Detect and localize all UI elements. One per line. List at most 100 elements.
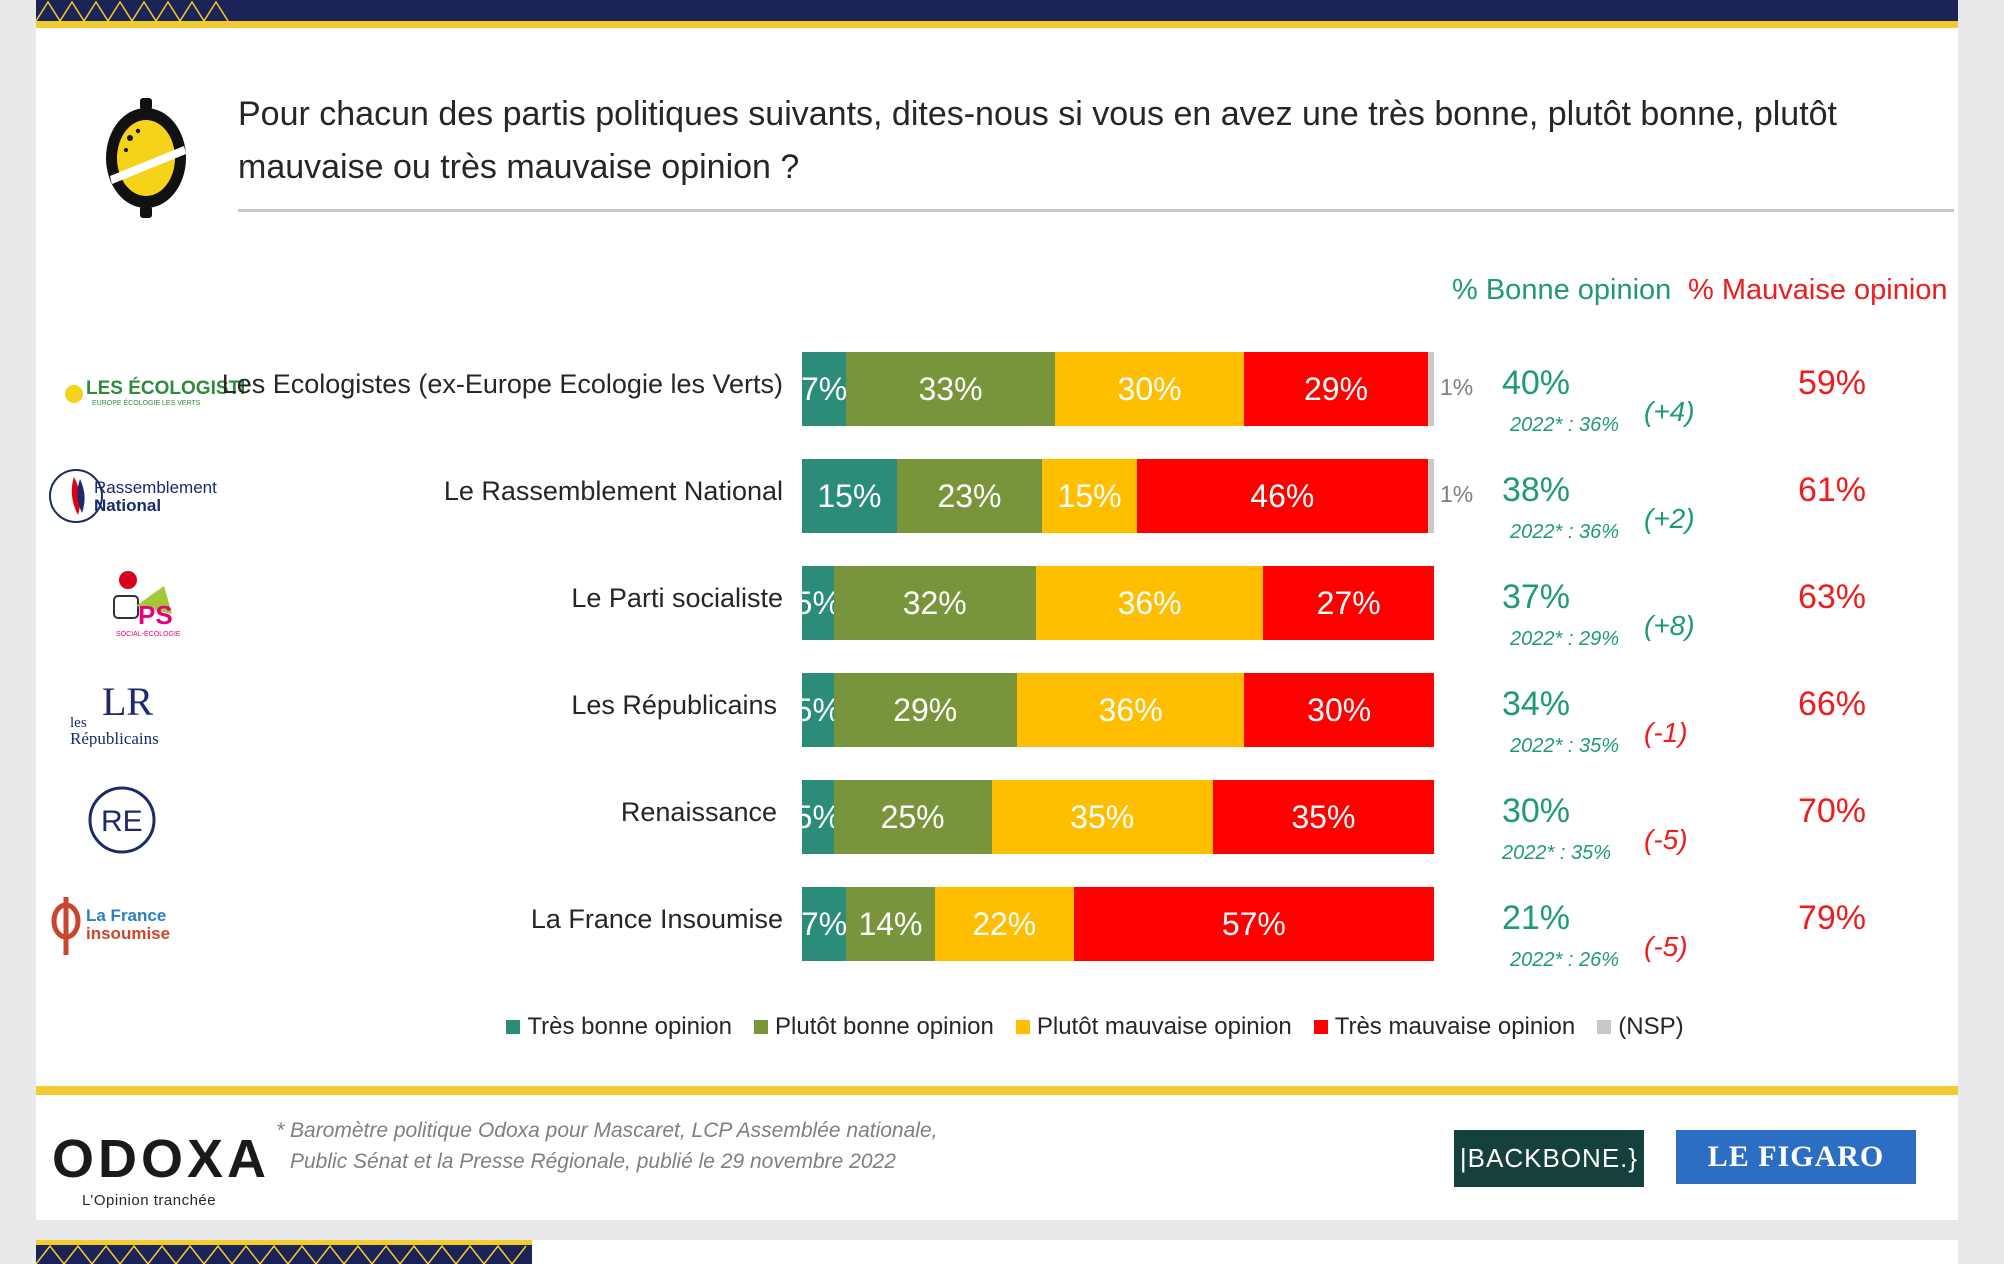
bar-segment: 33% <box>846 352 1055 426</box>
stacked-bar: 7% 33% 30% 29% <box>801 352 1434 426</box>
data-label: 14% <box>858 905 923 942</box>
title-divider <box>238 209 1954 212</box>
change-value: (+2) <box>1644 503 1695 534</box>
good-opinion-value: 30% <box>1501 792 1571 830</box>
ps-logo-text: PS <box>138 600 173 630</box>
bar-segment: 27% <box>1263 566 1434 640</box>
good-opinion-value: 21% <box>1501 899 1571 937</box>
data-label: 30% <box>1307 691 1372 728</box>
bar-segment: 35% <box>991 780 1213 854</box>
legend-swatch <box>1597 1020 1612 1034</box>
lr-logo-line2: Républicains <box>70 729 159 747</box>
party-row: PS SOCIAL-ÉCOLOGIE Le Parti socialiste 5… <box>36 566 1958 650</box>
party-row: La France insoumise La France Insoumise … <box>36 887 1958 971</box>
bad-opinion-value: 59% <box>1797 364 1867 402</box>
pattern-decoration <box>36 0 229 21</box>
reference-2022: 2022* : 36% <box>1510 414 1619 436</box>
data-label: 30% <box>1117 370 1182 407</box>
stacked-bar: 15% 23% 15% 46% <box>802 459 1434 533</box>
data-label: 29% <box>1303 370 1369 407</box>
party-row: RE Renaissance 5% 25% 35% 35% 30% 2022* : 3… <box>36 780 1958 864</box>
bar-segment: 30% <box>1244 673 1434 747</box>
good-opinion-header: % Bonne opinion <box>1452 274 1672 306</box>
odoxa-tagline: L’Opinion tranchée <box>82 1192 217 1209</box>
footer-divider <box>36 1086 1958 1095</box>
legend-label: (NSP) <box>1618 1013 1684 1040</box>
pattern-decoration <box>36 1244 527 1264</box>
bottom-yellow-line <box>36 1240 532 1245</box>
data-label: 7% <box>801 370 848 407</box>
bar-segment: 5% <box>795 673 841 747</box>
data-label: 29% <box>893 691 958 728</box>
good-opinion-value: 40% <box>1501 364 1571 402</box>
bar-segment: 36% <box>1016 673 1245 747</box>
nsp-label: 1% <box>1440 374 1474 400</box>
rn-logo-line1: Rassemblement <box>94 478 217 497</box>
legend-item: Plutôt mauvaise opinion <box>1015 1013 1292 1041</box>
source-note: * Baromètre politique Odoxa pour Mascare… <box>276 1115 1036 1177</box>
reference-2022: 2022* : 36% <box>1510 521 1619 543</box>
ecologistes-logo: LES ÉCOLOGISTES EUROPE ÉCOLOGIE LES VERT… <box>65 377 244 407</box>
good-opinion-value: 37% <box>1501 578 1571 616</box>
odoxa-logo: ODOXA L’Opinion tranchée <box>52 1128 282 1209</box>
stacked-bar: 5% 32% 36% 27% <box>795 566 1434 640</box>
lr-logo-line1: les <box>70 715 87 731</box>
top-yellow-line <box>36 21 1958 28</box>
data-label: 15% <box>817 477 882 514</box>
data-label: 5% <box>794 584 841 621</box>
bad-opinion-value: 66% <box>1797 685 1867 723</box>
stacked-bar: 7% 14% 22% 57% <box>801 887 1434 961</box>
bad-opinion-value: 70% <box>1797 792 1867 830</box>
bar-segment: 30% <box>1054 352 1245 426</box>
reference-2022: 2022* : 29% <box>1510 628 1619 650</box>
data-label: 23% <box>937 477 1002 514</box>
good-opinion-value: 34% <box>1501 685 1571 723</box>
bottom-band <box>36 1240 1958 1264</box>
data-label: 25% <box>880 798 945 835</box>
re-logo-mark: RE <box>101 805 143 838</box>
legend-swatch <box>754 1020 768 1034</box>
bar-segment: 7% <box>801 887 847 961</box>
backbone-logo: |BACKBONE.} <box>1454 1130 1644 1187</box>
party-name: Les Ecologistes (ex-Europe Ecologie les … <box>221 369 783 399</box>
reference-2022: 2022* : 26% <box>1510 949 1619 971</box>
change-value: (-5) <box>1644 824 1688 855</box>
data-label: 36% <box>1098 691 1163 728</box>
rassemblement-national-logo: Rassemblement National <box>49 469 217 523</box>
bar-segment: 46% <box>1136 459 1428 533</box>
legend-swatch <box>506 1020 521 1034</box>
ecologistes-logo-text: LES ÉCOLOGISTES <box>86 377 244 399</box>
change-value: (+8) <box>1644 610 1695 641</box>
ecologistes-logo-sub: EUROPE ÉCOLOGIE LES VERTS <box>92 398 201 407</box>
slide: Pour chacun des partis politiques suivan… <box>36 28 1958 1220</box>
bar-segment: 7% <box>801 352 848 426</box>
data-label: 46% <box>1250 477 1315 514</box>
chart-legend: Très bonne opinion Plutôt bonne opinion … <box>496 1013 1716 1041</box>
bad-opinion-value: 61% <box>1797 471 1867 509</box>
rn-logo-line2: National <box>94 496 161 515</box>
odoxa-lemon-icon <box>106 98 186 218</box>
bar-segment: 35% <box>1212 780 1434 854</box>
change-value: (+4) <box>1644 396 1695 427</box>
question-title: Pour chacun des partis politiques suivan… <box>238 95 1837 186</box>
data-label: 35% <box>1291 798 1356 835</box>
party-name: Le Rassemblement National <box>443 476 783 506</box>
bar-segment: 14% <box>846 887 935 961</box>
bad-opinion-header: % Mauvaise opinion <box>1688 274 1948 306</box>
reference-2022: 2022* : 35% <box>1502 842 1611 864</box>
bar-segment: 15% <box>1042 459 1137 533</box>
bar-segment: 15% <box>802 459 897 533</box>
data-label: 32% <box>902 584 967 621</box>
lfi-logo-line1: La France <box>86 906 166 925</box>
bar-segment: 5% <box>795 780 841 854</box>
parti-socialiste-logo: PS SOCIAL-ÉCOLOGIE <box>113 571 181 638</box>
change-value: (-1) <box>1644 717 1688 748</box>
data-label: 27% <box>1316 584 1381 621</box>
bar-segment: 57% <box>1073 887 1434 961</box>
legend-item: Très mauvaise opinion <box>1313 1013 1575 1041</box>
party-row: LR les Républicains Les Républicains 5% 2… <box>36 673 1958 757</box>
legend-item: (NSP) <box>1597 1013 1684 1041</box>
bar-segment: 23% <box>896 459 1043 533</box>
stacked-bar: 5% 29% 36% 30% <box>795 673 1434 747</box>
legend-item: Très bonne opinion <box>506 1013 732 1041</box>
